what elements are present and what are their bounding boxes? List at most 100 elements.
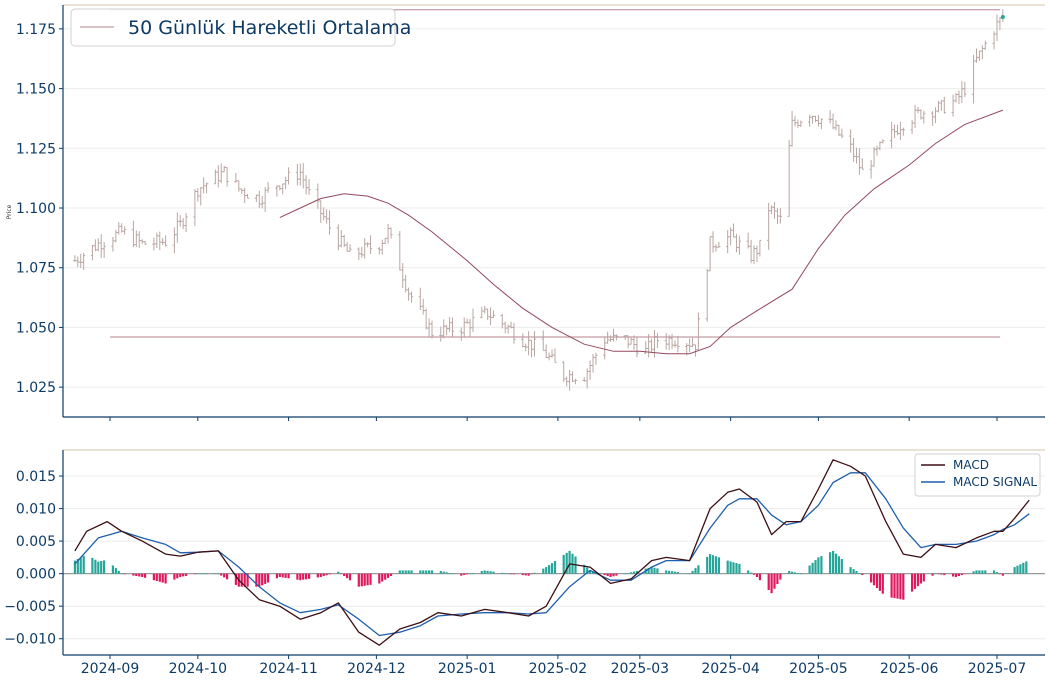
macd-histogram-bar <box>138 573 141 577</box>
macd-histogram-bar <box>937 573 940 575</box>
macd-histogram-bar <box>319 573 322 577</box>
macd-histogram-bar <box>981 570 984 574</box>
macd-histogram-bar <box>603 573 606 576</box>
macd-histogram-bar <box>378 573 381 584</box>
macd-histogram-bar <box>919 573 922 584</box>
macd-histogram-bar <box>533 572 536 574</box>
macd-histogram-bar <box>972 571 975 574</box>
macd-histogram-bar <box>893 573 896 599</box>
macd-y-tick-label: 0.000 <box>16 567 56 583</box>
macd-histogram-bar <box>542 568 545 574</box>
macd-histogram-bar <box>668 570 671 574</box>
macd-histogram-bar <box>916 573 920 587</box>
macd-histogram-bar <box>653 567 656 574</box>
macd-histogram-bar <box>656 568 659 574</box>
price-y-tick-label: 1.150 <box>16 82 56 98</box>
macd-histogram-bar <box>717 557 720 574</box>
macd-histogram-bar <box>647 567 650 574</box>
macd-histogram-bar <box>243 573 246 587</box>
macd-histogram-bar <box>284 573 287 578</box>
macd-histogram-bar <box>501 572 504 574</box>
macd-y-tick-label: −0.010 <box>4 632 56 648</box>
macd-histogram-bar <box>94 559 97 574</box>
x-axis-ticks: 2024-09 2024-10 2024-11 2024-12 2025-01 2025-… <box>81 417 1026 677</box>
macd-histogram-bar <box>796 573 799 574</box>
macd-histogram-bar <box>940 573 943 575</box>
macd-histogram-bar <box>82 555 85 574</box>
macd-histogram-bar <box>328 573 331 575</box>
macd-histogram-bar <box>709 554 712 574</box>
price-bars <box>73 9 1005 391</box>
macd-histogram-bar <box>1013 567 1016 574</box>
macd-histogram-bar <box>504 573 507 574</box>
macd-y-tick-label: 0.015 <box>16 469 56 485</box>
x-tick-label: 2024-12 <box>347 661 406 677</box>
macd-histogram-bar <box>100 561 103 574</box>
x-tick-label: 2025-05 <box>789 661 848 677</box>
macd-histogram-bar <box>483 570 486 574</box>
macd-y-tick-label: 0.010 <box>16 502 56 518</box>
macd-histogram-bar <box>697 565 700 574</box>
macd-histogram-bar <box>199 573 202 575</box>
macd-histogram-bar <box>840 559 843 574</box>
macd-histogram-bar <box>258 573 261 587</box>
price-legend: 50 Günlük Hareketli Ortalama <box>70 8 411 47</box>
macd-histogram-bar <box>1001 573 1004 576</box>
macd-histogram-bar <box>832 550 835 574</box>
macd-histogram-bar <box>799 573 802 575</box>
macd-histogram-bar <box>1004 573 1007 574</box>
macd-histogram-bar <box>445 572 448 574</box>
macd-histogram-bar <box>755 573 759 577</box>
macd-histogram-bar <box>984 570 987 574</box>
legend-signal-label: MACD SIGNAL <box>953 475 1037 489</box>
macd-histogram-bar <box>346 573 349 579</box>
macd-histogram-bar <box>791 571 794 574</box>
macd-histogram-bar <box>261 573 264 586</box>
macd-histogram-bar <box>855 571 858 574</box>
macd-histogram-bar <box>589 570 592 574</box>
macd-histogram-bar <box>387 573 390 578</box>
macd-histogram-bar <box>960 573 963 576</box>
macd-y-ticks: −0.010 −0.005 0.000 0.005 0.010 0.015 <box>4 469 63 648</box>
macd-histogram-bar <box>688 573 691 575</box>
macd-histogram-bar <box>91 557 94 574</box>
macd-histogram-bar <box>123 573 126 575</box>
macd-histogram-bar <box>612 573 615 577</box>
macd-histogram-bar <box>451 573 454 575</box>
macd-histogram-bar <box>890 573 893 598</box>
macd-histogram-bar <box>738 563 741 574</box>
macd-histogram-bar <box>691 570 694 574</box>
macd-histogram-bar <box>220 573 223 576</box>
macd-y-tick-label: 0.005 <box>16 534 56 550</box>
legend-ma-label: 50 Günlük Hareketli Ortalama <box>128 17 411 39</box>
macd-histogram-bar <box>729 561 732 574</box>
x-tick-label: 2025-02 <box>529 661 588 677</box>
macd-histogram-bar <box>343 573 346 576</box>
macd-histogram-bar <box>486 570 489 574</box>
macd-histogram-bar <box>305 573 308 580</box>
macd-histogram-bar <box>993 570 996 574</box>
macd-histogram-bar <box>586 567 589 574</box>
price-y-tick-label: 1.075 <box>16 261 56 277</box>
macd-lines <box>74 459 1030 646</box>
macd-histogram-bar <box>527 573 530 576</box>
macd-histogram-bar <box>389 573 393 576</box>
macd-histogram-bar <box>471 573 475 574</box>
macd-histogram-bar <box>193 573 196 575</box>
macd-histogram-bar <box>747 570 750 574</box>
macd-histogram-bar <box>521 573 524 576</box>
macd-histogram-bar <box>752 573 756 575</box>
macd-histogram-bar <box>419 570 422 574</box>
macd-histogram-bar <box>398 570 401 574</box>
macd-histogram-bar <box>952 573 955 577</box>
price-y-axis-label: Price <box>6 204 13 219</box>
macd-histogram-bar <box>348 573 352 581</box>
macd-histogram-bar <box>978 570 981 574</box>
macd-histogram-bar <box>111 565 114 574</box>
macd-histogram-bar <box>407 570 410 574</box>
macd-histogram-bar <box>875 573 879 589</box>
macd-histogram-bar <box>179 573 182 577</box>
last-close-marker <box>1000 14 1005 19</box>
macd-histogram-bar <box>758 573 761 581</box>
macd-histogram-bar <box>507 573 510 575</box>
